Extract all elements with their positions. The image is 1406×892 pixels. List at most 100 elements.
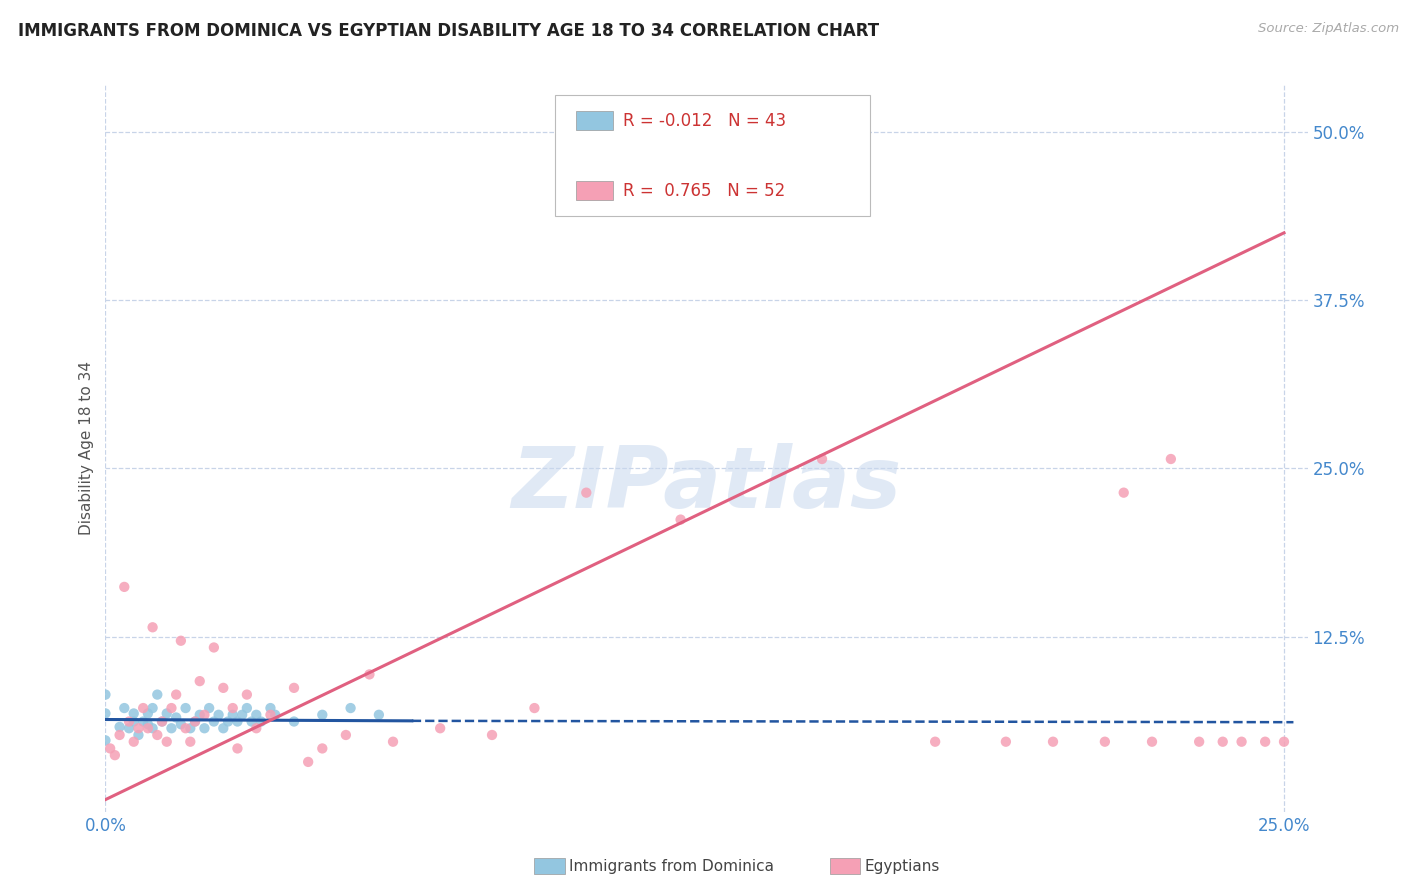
Point bbox=[1272, 735, 1295, 749]
Point bbox=[222, 707, 245, 722]
Point bbox=[127, 721, 149, 735]
Point bbox=[165, 710, 187, 724]
Y-axis label: Disability Age 18 to 34: Disability Age 18 to 34 bbox=[79, 361, 94, 535]
Point bbox=[174, 701, 197, 715]
Point bbox=[165, 688, 187, 702]
Text: IMMIGRANTS FROM DOMINICA VS EGYPTIAN DISABILITY AGE 18 TO 34 CORRELATION CHART: IMMIGRANTS FROM DOMINICA VS EGYPTIAN DIS… bbox=[18, 22, 879, 40]
Point bbox=[212, 721, 235, 735]
Point bbox=[150, 714, 173, 729]
Text: Egyptians: Egyptians bbox=[865, 859, 941, 873]
Point bbox=[811, 452, 834, 467]
Point bbox=[339, 701, 361, 715]
Point bbox=[202, 640, 225, 655]
Point bbox=[170, 633, 193, 648]
Point bbox=[259, 707, 281, 722]
Point bbox=[575, 485, 598, 500]
Point bbox=[112, 701, 135, 715]
Point bbox=[245, 707, 267, 722]
Text: Source: ZipAtlas.com: Source: ZipAtlas.com bbox=[1258, 22, 1399, 36]
Point bbox=[264, 707, 287, 722]
Point bbox=[108, 728, 131, 742]
Point bbox=[132, 701, 155, 715]
Point bbox=[1230, 735, 1253, 749]
Point bbox=[226, 714, 249, 729]
Point bbox=[160, 701, 183, 715]
Point bbox=[94, 688, 117, 702]
Point bbox=[170, 717, 193, 731]
Point bbox=[1160, 452, 1182, 467]
Point bbox=[481, 728, 503, 742]
Point bbox=[193, 721, 215, 735]
Point bbox=[250, 714, 273, 729]
Point bbox=[122, 714, 145, 729]
Point bbox=[669, 512, 692, 526]
Point bbox=[193, 707, 215, 722]
Text: ZIPatlas: ZIPatlas bbox=[512, 443, 901, 526]
Point bbox=[112, 580, 135, 594]
Point bbox=[94, 706, 117, 721]
Point bbox=[146, 728, 169, 742]
Point bbox=[179, 721, 201, 735]
Text: Immigrants from Dominica: Immigrants from Dominica bbox=[569, 859, 775, 873]
Point bbox=[335, 728, 357, 742]
Point bbox=[311, 741, 333, 756]
Point bbox=[136, 721, 159, 735]
Point bbox=[231, 707, 253, 722]
Point bbox=[212, 681, 235, 695]
Point bbox=[156, 706, 179, 721]
Point bbox=[367, 707, 389, 722]
Point bbox=[1254, 735, 1277, 749]
Point bbox=[222, 701, 245, 715]
Point bbox=[142, 620, 165, 634]
Point bbox=[156, 735, 179, 749]
Point bbox=[283, 681, 305, 695]
Point bbox=[136, 717, 159, 731]
Point bbox=[160, 721, 183, 735]
Point bbox=[94, 733, 117, 747]
Point bbox=[1140, 735, 1163, 749]
Point bbox=[994, 735, 1017, 749]
Point bbox=[202, 714, 225, 729]
Point bbox=[1188, 735, 1211, 749]
Point bbox=[297, 755, 319, 769]
Point bbox=[122, 706, 145, 721]
Point bbox=[188, 707, 211, 722]
Point bbox=[150, 714, 173, 729]
Point bbox=[132, 714, 155, 729]
Point bbox=[184, 714, 207, 729]
Point bbox=[179, 735, 201, 749]
Point bbox=[240, 714, 263, 729]
Text: R = -0.012   N = 43: R = -0.012 N = 43 bbox=[623, 112, 786, 129]
Point bbox=[146, 688, 169, 702]
Point bbox=[122, 735, 145, 749]
Point bbox=[382, 735, 405, 749]
Point bbox=[127, 728, 149, 742]
Point bbox=[104, 748, 127, 763]
Point bbox=[259, 701, 281, 715]
Point bbox=[523, 701, 546, 715]
Point bbox=[1112, 485, 1135, 500]
Point bbox=[217, 714, 239, 729]
Text: R =  0.765   N = 52: R = 0.765 N = 52 bbox=[623, 182, 785, 200]
Point bbox=[207, 707, 229, 722]
Point bbox=[429, 721, 451, 735]
Point bbox=[118, 721, 141, 735]
Point bbox=[98, 741, 121, 756]
Point bbox=[236, 701, 259, 715]
Point bbox=[198, 701, 221, 715]
Point bbox=[924, 735, 946, 749]
Point bbox=[188, 674, 211, 689]
Point bbox=[184, 714, 207, 729]
Point bbox=[283, 714, 305, 729]
Point bbox=[142, 721, 165, 735]
Point bbox=[1042, 735, 1064, 749]
Point bbox=[174, 721, 197, 735]
Point bbox=[226, 741, 249, 756]
Point bbox=[1094, 735, 1116, 749]
Point bbox=[359, 667, 381, 681]
Point bbox=[1212, 735, 1234, 749]
Point bbox=[118, 714, 141, 729]
Point bbox=[245, 721, 267, 735]
Point bbox=[136, 706, 159, 721]
Point bbox=[311, 707, 333, 722]
